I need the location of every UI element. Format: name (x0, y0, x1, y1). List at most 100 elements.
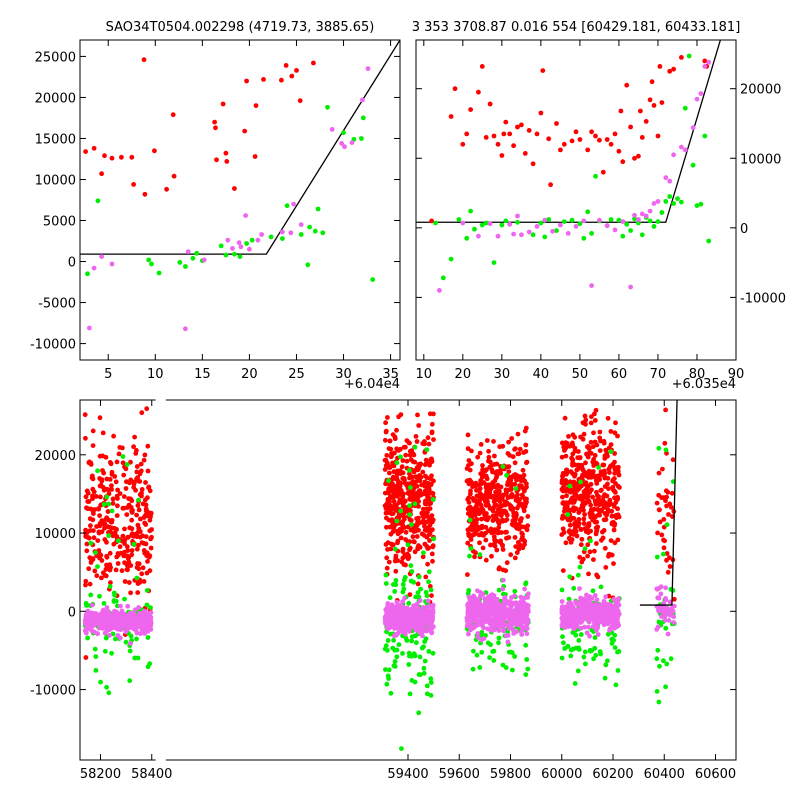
panel-bottom-point-red (521, 450, 527, 455)
panel-bottom-point-red (503, 529, 508, 535)
panel-bottom-point-green (406, 662, 412, 667)
panel-bottom-point-red (392, 504, 398, 510)
panel-top-left-point-red (311, 60, 316, 66)
panel-bottom-point-red (656, 470, 662, 476)
panel-bottom-point-red (117, 491, 123, 496)
panel-bottom-point-green (409, 522, 414, 527)
panel-bottom-point-green (575, 572, 581, 578)
panel-bottom-point-red (483, 537, 489, 543)
panel-bottom-point-green (417, 654, 423, 660)
panel-bottom-point-violet (665, 631, 671, 637)
panel-bottom-point-violet (578, 625, 584, 631)
panel-top-right-frame (415, 39, 737, 361)
panel-bottom-point-red (109, 518, 115, 523)
panel-bottom-point-violet (417, 598, 423, 603)
panel-bottom-point-green (134, 575, 140, 581)
panel-bottom-point-red (99, 477, 105, 482)
panel-bottom-point-red (590, 444, 596, 450)
panel-bottom-point-red (560, 568, 566, 573)
panel-bottom-point-red (570, 442, 575, 448)
panel-bottom-point-green (568, 653, 574, 659)
panel-top-right-point-violet (476, 233, 481, 239)
panel-bottom-point-green (576, 638, 582, 643)
panel-bottom-point-green (127, 678, 133, 684)
panel-bottom-point-red (603, 565, 609, 570)
panel-top-right-point-violet (460, 220, 466, 226)
panel-top-right-point-violet (690, 125, 696, 131)
panel-top-right-point-violet (706, 59, 712, 65)
panel-top-left-point-red (129, 154, 135, 160)
panel-bottom-point-red (400, 458, 406, 463)
panel-bottom-point-red (474, 527, 480, 533)
panel-top-left-frame (79, 39, 401, 361)
panel-top-right-point-red (491, 133, 497, 139)
panel-bottom-point-green (101, 601, 107, 606)
panel-bottom-point-red (483, 524, 489, 530)
panel-bottom-point-violet (571, 623, 577, 629)
panel-bottom-point-green (392, 589, 398, 594)
panel-bottom-point-violet (599, 606, 605, 612)
panel-bottom-point-red (656, 507, 662, 513)
panel-bottom-point-violet (514, 629, 520, 634)
panel-bottom-point-red (523, 425, 529, 431)
panel-bottom-point-green (83, 601, 89, 606)
panel-bottom-point-red (585, 454, 591, 460)
panel-bottom-point-red (569, 495, 575, 501)
panel-top-left-point-green (307, 224, 312, 230)
panel-bottom-point-red (478, 478, 483, 483)
panel-bottom-point-red (578, 542, 584, 548)
panel-top-right-point-red (468, 107, 473, 112)
panel-bottom-point-violet (419, 629, 425, 635)
panel-bottom-point-green (609, 636, 615, 642)
panel-bottom-point-red (616, 514, 622, 520)
panel-bottom-point-red (576, 521, 582, 526)
panel-bottom-point-green (428, 676, 434, 682)
panel-top-left-point-green (268, 234, 274, 240)
panel-bottom-point-red (125, 555, 131, 561)
panel-bottom-point-red (591, 430, 596, 436)
panel-bottom-point-red (590, 469, 596, 474)
panel-bottom-point-green (415, 590, 421, 595)
panel-top-left-point-green (359, 136, 364, 141)
panel-bottom-point-red (403, 452, 409, 458)
panel-top-right-point-red (460, 141, 466, 147)
panel-bottom-point-red (612, 470, 617, 476)
panel-top-left: SAO34T0504.002298 (4719.73, 3885.65) 5 10… (30, 20, 401, 392)
panel-bottom-point-red (597, 429, 603, 435)
panel-bottom-point-red (598, 488, 604, 493)
panel-bottom-point-violet (107, 632, 112, 638)
panel-bottom-point-red (105, 524, 111, 530)
panel-top-right-point-red (636, 153, 641, 159)
panel-bottom-point-red (561, 482, 567, 488)
panel-bottom-point-red (386, 490, 391, 496)
panel-bottom-point-red (490, 469, 495, 475)
panel-bottom-point-red (422, 488, 428, 494)
panel-bottom-point-red (142, 520, 148, 526)
panel-top-right-point-red (530, 161, 536, 167)
panel-bottom-point-green (385, 638, 391, 643)
panel-bottom-point-red (659, 532, 665, 538)
panel-bottom-point-red (111, 541, 117, 547)
panel-bottom-point-red (421, 514, 427, 520)
panel-bottom-point-green (471, 648, 476, 654)
panel-bottom-point-green (605, 631, 611, 637)
panel-bottom-point-red (104, 476, 110, 482)
panel-top-right-point-green (647, 218, 653, 224)
panel-top-right-point-green (503, 218, 509, 224)
panel-bottom-point-violet (525, 595, 530, 600)
panel-top-right-x-tick-label: 40 (533, 367, 550, 382)
panel-bottom-fit-line (639, 400, 678, 606)
panel-bottom-point-violet (397, 606, 403, 611)
panel-top-left-point-violet (280, 229, 285, 235)
panel-bottom-point-red (663, 407, 668, 413)
panel-bottom-point-red (566, 434, 571, 439)
panel-bottom-point-violet (465, 608, 471, 614)
panel-bottom-point-green (127, 648, 133, 654)
panel-bottom-point-green (131, 541, 137, 547)
panel-bottom-point-red (143, 541, 149, 547)
panel-bottom-point-red (141, 579, 147, 584)
panel-bottom-point-red (384, 515, 389, 521)
panel-bottom-point-green (474, 652, 480, 658)
panel-bottom-point-red (576, 510, 582, 515)
panel-bottom-point-red (125, 548, 131, 553)
